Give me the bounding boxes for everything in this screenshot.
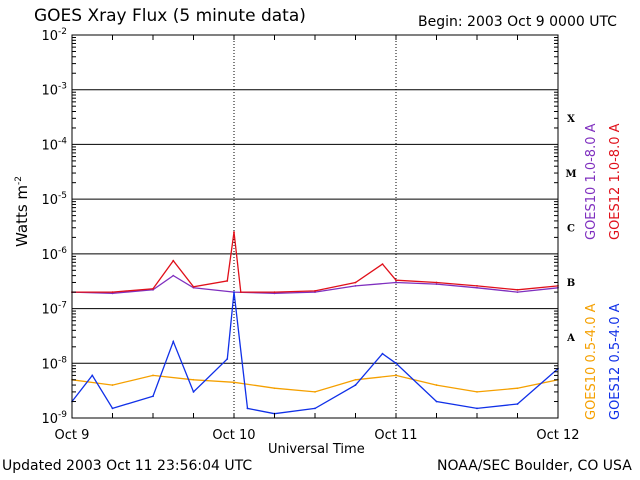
series-point [354, 281, 357, 284]
series-point [435, 281, 438, 284]
begin-time: Begin: 2003 Oct 9 0000 UTC [418, 14, 617, 30]
y-tick-exponent: -2 [58, 27, 67, 37]
series-point [395, 362, 397, 365]
y-tick-label: 10-9 [41, 410, 67, 427]
legend-goes12-long: GOES12 1.0-8.0 A [608, 123, 623, 240]
flare-class-label: M [565, 169, 576, 180]
series-point [111, 407, 114, 410]
legend-goes12-short: GOES12 0.5-4.0 A [608, 303, 623, 420]
series-point [314, 290, 316, 292]
series-point [516, 387, 519, 390]
legend-goes10-short: GOES10 0.5-4.0 A [584, 303, 599, 420]
series-line [71, 374, 559, 393]
series-line [71, 292, 559, 415]
x-tick-label: Oct 11 [374, 428, 417, 443]
series-point [395, 281, 397, 284]
series-point [476, 284, 478, 287]
series-point [435, 384, 438, 386]
series-point [192, 378, 195, 381]
y-tick-label: 10-5 [41, 191, 67, 208]
series-point [246, 407, 249, 410]
series-point [516, 403, 519, 405]
flare-class-label: B [567, 278, 575, 289]
y-axis-title: Watts m-2 [13, 176, 31, 247]
y-tick-label: 10-2 [41, 27, 67, 44]
series-point [192, 285, 195, 288]
y-tick-exponent: -4 [58, 136, 67, 146]
y-tick-exponent: -5 [58, 191, 67, 201]
series-point [395, 279, 397, 282]
series-point [476, 286, 478, 289]
flare-class-label: X [567, 114, 575, 125]
x-axis-title: Universal Time [268, 442, 365, 457]
x-tick-label: Oct 9 [55, 428, 90, 443]
series-point [192, 390, 195, 393]
plot-frame [71, 34, 559, 419]
y-axis-title-text: Watts m [13, 184, 31, 247]
series-point [233, 231, 235, 233]
series-point [152, 374, 154, 377]
y-tick-label: 10-3 [41, 82, 67, 99]
series-point [354, 378, 357, 381]
series-point [476, 390, 478, 393]
flare-class-label: C [567, 224, 575, 235]
y-tick-exponent: -7 [58, 301, 67, 311]
series-point [233, 291, 235, 294]
y-tick-exponent: -3 [58, 82, 67, 92]
series-point [381, 263, 384, 265]
legend-goes10-long: GOES10 1.0-8.0 A [584, 123, 599, 240]
series-point [354, 284, 357, 287]
y-tick-exponent: -6 [58, 246, 67, 256]
y-axis-title-exponent: -2 [14, 175, 24, 185]
series-point [233, 381, 235, 384]
series-point [435, 283, 438, 286]
series-point [226, 358, 229, 360]
credit-line: NOAA/SEC Boulder, CO USA [437, 458, 632, 474]
series-point [226, 280, 229, 282]
chart-axes [71, 34, 559, 419]
series-point [314, 390, 316, 393]
x-tick-label: Oct 12 [536, 428, 579, 443]
series-point [239, 291, 242, 294]
series-point [516, 291, 519, 294]
x-tick-label: Oct 10 [212, 428, 255, 443]
series-point [314, 407, 316, 410]
series-point [152, 287, 154, 290]
series-point [172, 259, 175, 262]
series-point [111, 384, 114, 386]
flare-class-label: A [566, 333, 575, 344]
series-point [476, 407, 478, 410]
series-line [71, 274, 559, 294]
series-point [152, 395, 154, 398]
series-point [91, 374, 94, 377]
series-point [381, 352, 384, 355]
y-tick-label: 10-7 [41, 301, 67, 318]
series-point [273, 291, 276, 294]
y-tick-label: 10-8 [41, 355, 67, 372]
series-point [273, 387, 276, 390]
series-line [72, 232, 559, 293]
series-point [111, 291, 114, 294]
y-tick-label: 10-6 [41, 246, 67, 263]
series-point [354, 384, 357, 386]
y-tick-exponent: -9 [58, 410, 67, 420]
series-point [516, 288, 519, 291]
updated-timestamp: Updated 2003 Oct 11 23:56:04 UTC [2, 458, 253, 474]
series-point [435, 400, 438, 403]
series-point [172, 340, 175, 343]
series-point [395, 374, 397, 377]
chart-series [71, 231, 559, 415]
y-tick-exponent: -8 [58, 355, 67, 365]
series-point [172, 274, 175, 277]
chart-grid [72, 34, 558, 419]
chart-title: GOES Xray Flux (5 minute data) [34, 6, 306, 26]
y-tick-label: 10-4 [41, 136, 67, 153]
